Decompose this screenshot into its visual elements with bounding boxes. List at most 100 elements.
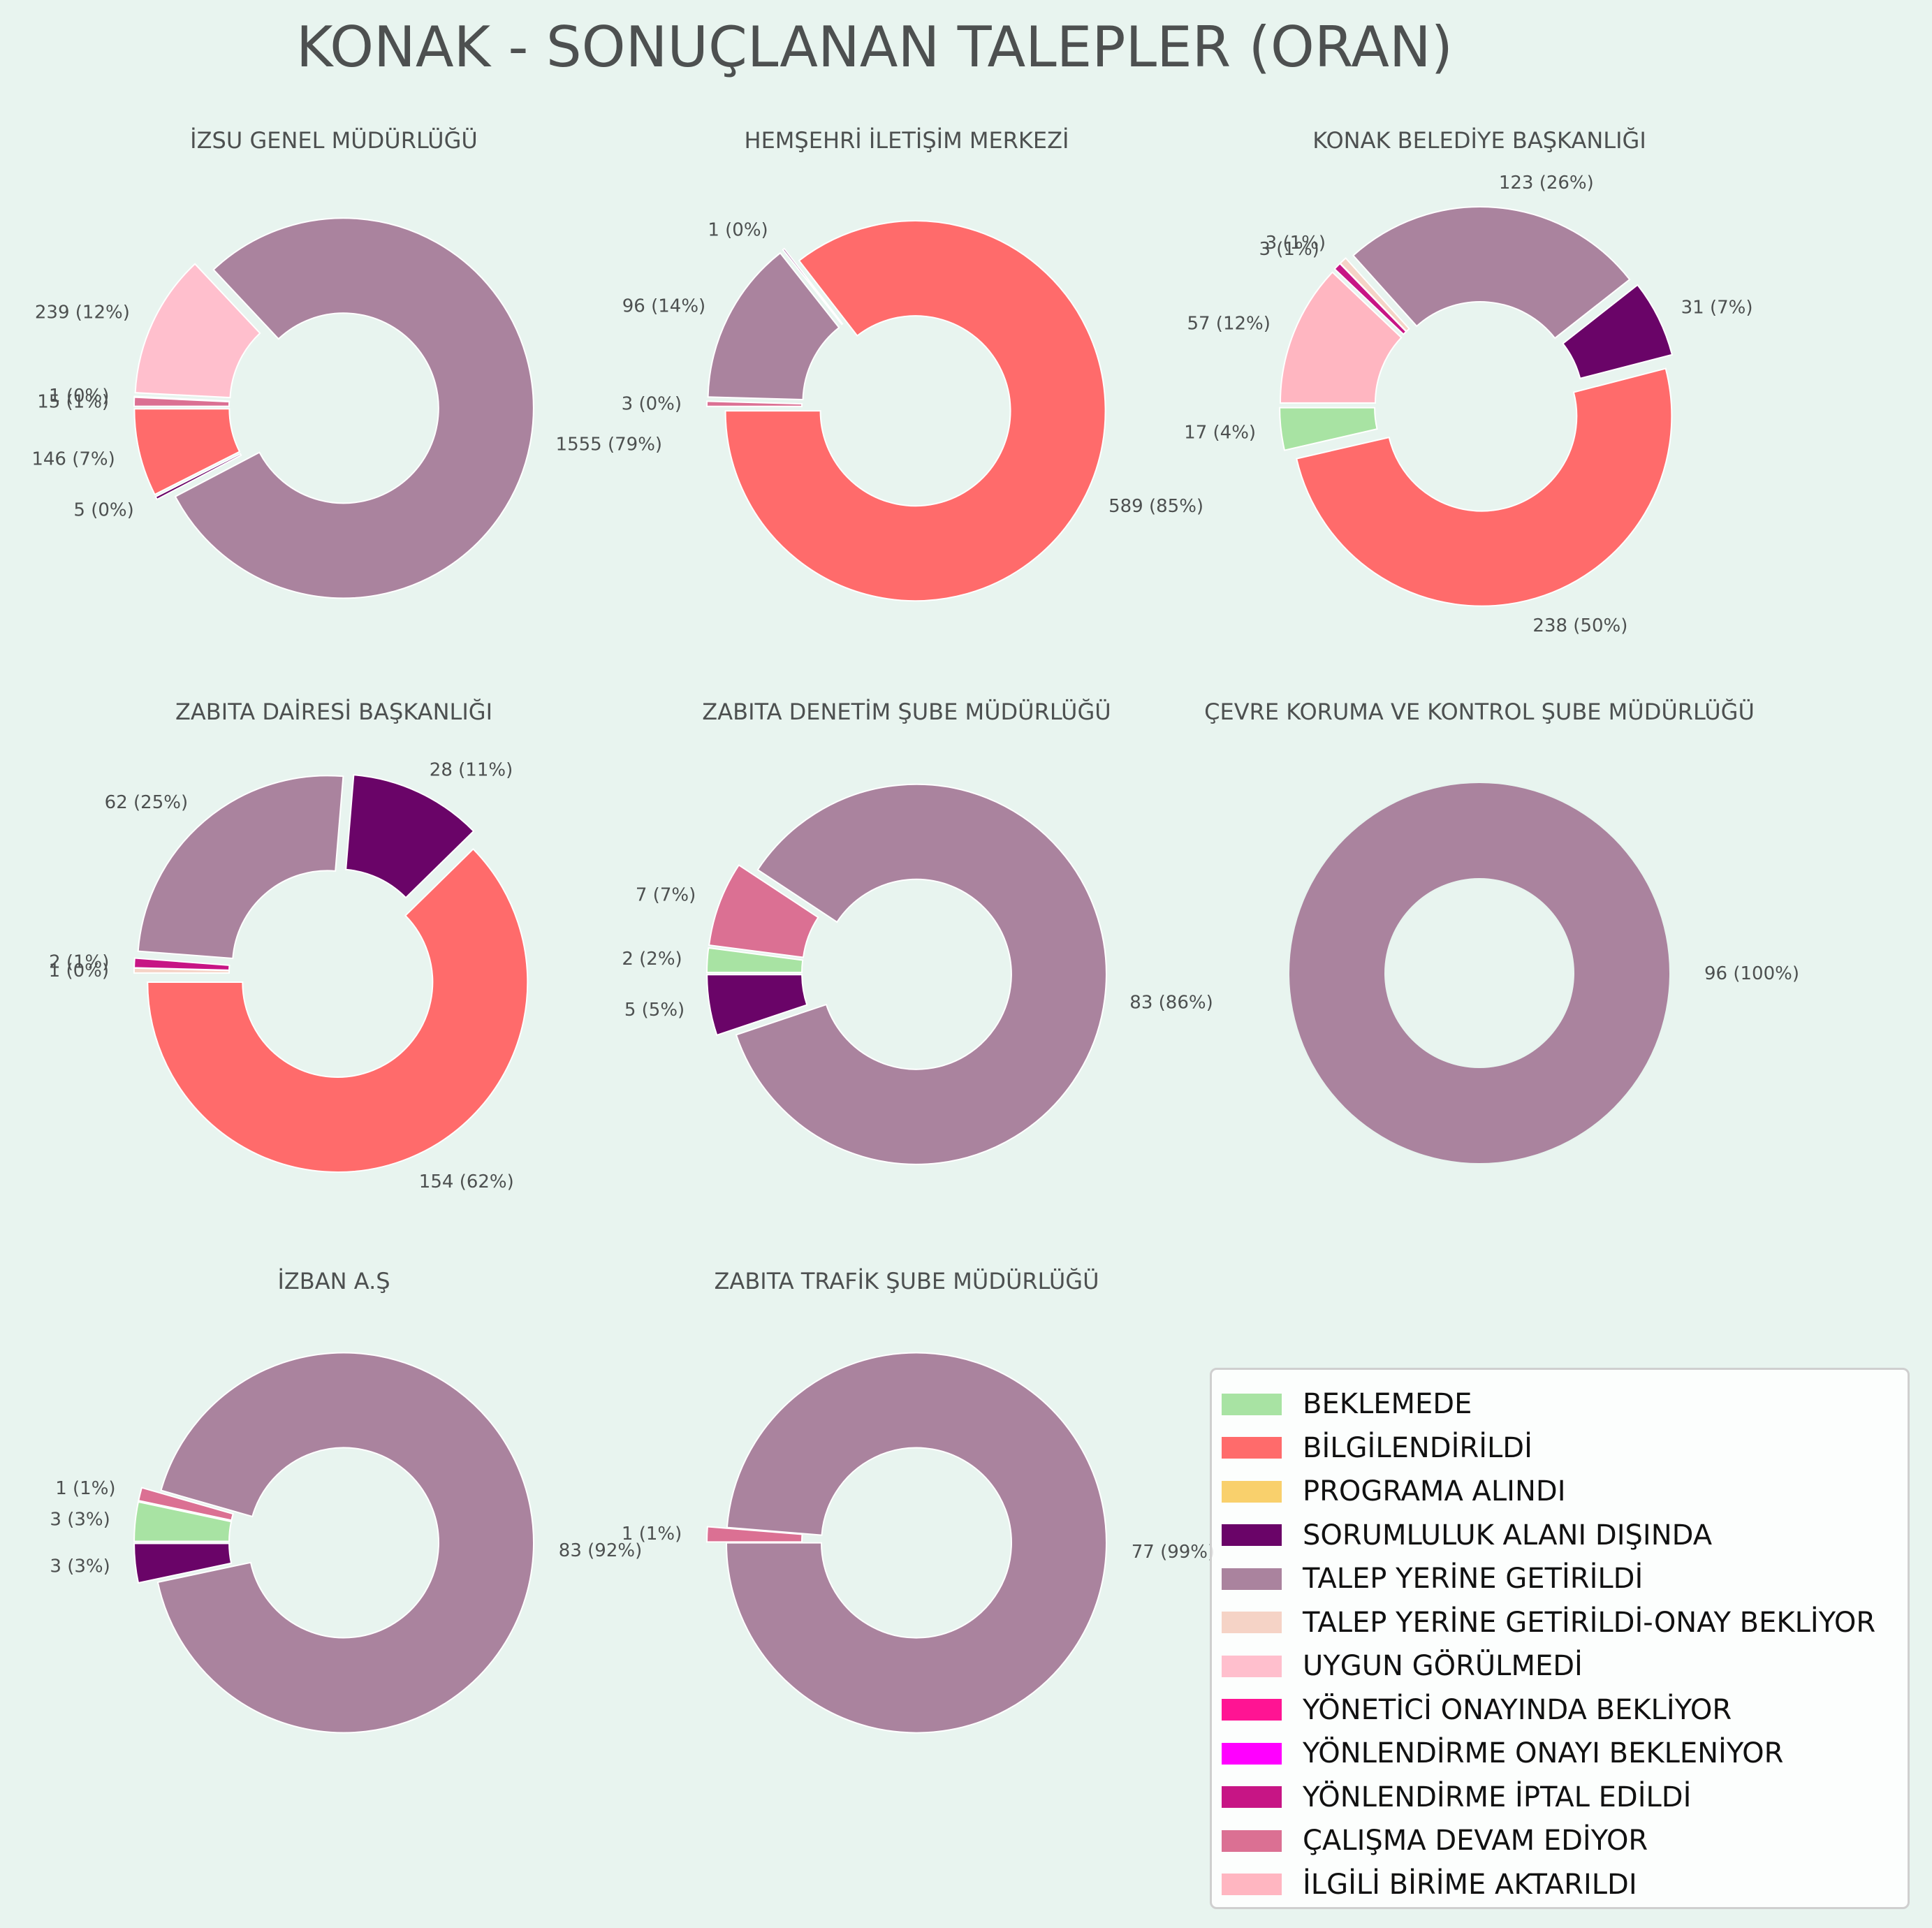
slice-label: 96 (14%) (622, 296, 705, 317)
pie-slice-beklemede (133, 1500, 233, 1542)
legend-item: BEKLEMEDE (1222, 1382, 1908, 1426)
pie-slice-talep-yerine-getirildi (707, 251, 840, 401)
legend-item: İLGİLİ BİRİME AKTARILDI (1222, 1863, 1908, 1907)
legend-item: SORUMLULUK ALANI DIŞINDA (1222, 1514, 1908, 1558)
legend-swatch (1222, 1655, 1282, 1677)
legend-item: PROGRAMA ALINDI (1222, 1470, 1908, 1514)
pie-chart-2: HEMŞEHRİ İLETİŞİM MERKEZİ 589 (85%) 1 (0%)… (622, 127, 1203, 602)
pie-slice-bilgilendirildi (147, 848, 529, 1173)
pie-slice-sorumluluk-alani-disinda (1562, 284, 1674, 379)
legend-label: TALEP YERİNE GETİRİLDİ-ONAY BEKLİYOR (1303, 1606, 1876, 1639)
pie-slice-calisma-devam-ediyor (708, 863, 819, 958)
pie-title: İZBAN A.Ş (277, 1268, 390, 1294)
pie-slice-calisma-devam-ediyor (706, 1526, 803, 1543)
legend-swatch (1222, 1480, 1282, 1503)
slice-label: 15 (1%) (37, 391, 109, 412)
pie-slice-calisma-devam-ediyor (133, 396, 230, 407)
slice-label: 123 (26%) (1499, 173, 1594, 193)
legend-swatch (1222, 1568, 1282, 1590)
pie-slice-talep-yerine-getirildi (1352, 206, 1631, 339)
pie-slice-sorumluluk-alani-disinda (782, 247, 844, 326)
pie-chart-4: ZABITA DAİRESİ BAŞKANLIĞI 154 (62%) 28 (11… (49, 698, 529, 1192)
slice-label: 57 (12%) (1187, 314, 1270, 335)
pie-slice-talep-yerine-getirildi (725, 1352, 1107, 1734)
pie-slice-talep-yerine-getirildi (156, 1352, 534, 1734)
pie-slice-uygun-gorulmedi (134, 263, 261, 399)
legend-item: BİLGİLENDİRİLDİ (1222, 1426, 1908, 1470)
slice-label: 3 (1%) (1259, 239, 1319, 260)
slice-label: 3 (3%) (50, 1556, 110, 1577)
legend-label: İLGİLİ BİRİME AKTARILDI (1303, 1868, 1637, 1901)
pie-slice-calisma-devam-ediyor (138, 1487, 234, 1521)
slice-label: 28 (11%) (430, 760, 513, 781)
legend-label: ÇALIŞMA DEVAM EDİYOR (1303, 1825, 1648, 1857)
legend-label: PROGRAMA ALINDI (1303, 1475, 1566, 1508)
slice-label: 96 (100%) (1704, 963, 1799, 984)
legend-swatch (1222, 1612, 1282, 1634)
pie-chart-7: İZBAN A.Ş 3 (3%) 83 (92%) 1 (1%) 3 (3%) (50, 1268, 642, 1734)
pie-slice-talep-yerine-getirildi (137, 775, 344, 960)
pie-slice-talep-yerine-getirildi (1289, 783, 1669, 1163)
slice-label: 589 (85%) (1108, 496, 1203, 517)
slice-label: 1555 (79%) (556, 434, 663, 455)
slice-label: 154 (62%) (419, 1171, 514, 1192)
pie-slice-beklemede (1279, 407, 1378, 451)
slice-label: 5 (5%) (624, 1000, 685, 1021)
slice-label: 238 (50%) (1532, 615, 1627, 636)
pie-slice-sorumluluk-alani-disinda (154, 453, 242, 501)
legend-item: UYGUN GÖRÜLMEDİ (1222, 1644, 1908, 1688)
pie-title: ZABITA TRAFİK ŞUBE MÜDÜRLÜĞÜ (715, 1267, 1099, 1294)
legend-swatch (1222, 1393, 1282, 1415)
legend-label: YÖNLENDİRME ONAYI BEKLENİYOR (1303, 1737, 1784, 1770)
pie-slice-sorumluluk-alani-disinda (133, 1542, 233, 1584)
legend-item: ÇALIŞMA DEVAM EDİYOR (1222, 1819, 1908, 1863)
legend: BEKLEMEDE BİLGİLENDİRİLDİ PROGRAMA ALINDI S… (1210, 1368, 1910, 1909)
slice-label: 77 (99%) (1132, 1542, 1215, 1563)
legend-label: YÖNETİCİ ONAYINDA BEKLİYOR (1303, 1693, 1732, 1726)
slice-label: 1 (1%) (55, 1478, 115, 1499)
pie-slice-calisma-devam-ediyor (705, 400, 803, 407)
pie-slice-talep-yerine-getirildi (735, 783, 1107, 1165)
legend-item: YÖNETİCİ ONAYINDA BEKLİYOR (1222, 1688, 1908, 1732)
slice-label: 7 (7%) (636, 885, 696, 906)
slice-label: 1 (0%) (49, 386, 109, 407)
legend-item: TALEP YERİNE GETİRİLDİ-ONAY BEKLİYOR (1222, 1601, 1908, 1645)
pie-chart-3: KONAK BELEDİYE BAŞKANLIĞI 17 (4%) 238 (50%… (1184, 126, 1752, 636)
legend-swatch (1222, 1699, 1282, 1721)
pie-slice-bilgilendirildi (1296, 367, 1673, 607)
pie-slice-beklemede (706, 947, 804, 974)
pie-title: İZSU GENEL MÜDÜRLÜĞÜ (190, 126, 478, 154)
pie-title: ZABITA DAİRESİ BAŞKANLIĞI (175, 698, 492, 725)
pie-slice-sorumluluk-alani-disinda (345, 774, 475, 899)
slice-label: 239 (12%) (35, 302, 130, 323)
slice-label: 62 (25%) (105, 792, 188, 813)
pie-chart-8: ZABITA TRAFİK ŞUBE MÜDÜRLÜĞÜ 77 (99%) 1 (1… (622, 1267, 1215, 1734)
slice-label: 17 (4%) (1184, 422, 1256, 443)
slice-label: 2 (2%) (622, 949, 682, 970)
pie-slice-sorumluluk-alani-disinda (706, 974, 808, 1037)
legend-swatch (1222, 1786, 1282, 1809)
slice-label: 83 (86%) (1129, 993, 1213, 1014)
pie-chart-1: İZSU GENEL MÜDÜRLÜĞÜ 146 (7%) 5 (0%) 1555 (… (31, 126, 663, 599)
slice-label: 3 (1%) (1266, 233, 1326, 254)
slice-label: 1 (0%) (49, 961, 109, 981)
pie-slice-bilgilendirildi (724, 220, 1106, 602)
pie-chart-6: ÇEVRE KORUMA VE KONTROL ŞUBE MÜDÜRLÜĞÜ 96… (1204, 698, 1799, 1163)
pie-slice-talep-yerine-getirildi (174, 217, 534, 599)
pie-slice-ilgili-birime-aktarildi (1279, 271, 1403, 404)
legend-item: YÖNLENDİRME İPTAL EDİLDİ (1222, 1776, 1908, 1820)
legend-label: YÖNLENDİRME İPTAL EDİLDİ (1303, 1781, 1692, 1813)
slice-label: 1 (0%) (708, 219, 768, 240)
legend-label: TALEP YERİNE GETİRİLDİ (1303, 1563, 1644, 1595)
legend-item: TALEP YERİNE GETİRİLDİ (1222, 1557, 1908, 1601)
slice-label: 31 (7%) (1681, 297, 1753, 318)
slice-label: 2 (1%) (49, 952, 109, 973)
chart-title: KONAK - SONUÇLANAN TALEPLER (ORAN) (296, 15, 1453, 80)
slice-label: 3 (3%) (50, 1509, 110, 1530)
slice-label: 146 (7%) (31, 449, 115, 470)
legend-swatch (1222, 1874, 1282, 1896)
legend-swatch (1222, 1437, 1282, 1459)
slice-label: 3 (0%) (622, 394, 682, 415)
legend-swatch (1222, 1742, 1282, 1765)
